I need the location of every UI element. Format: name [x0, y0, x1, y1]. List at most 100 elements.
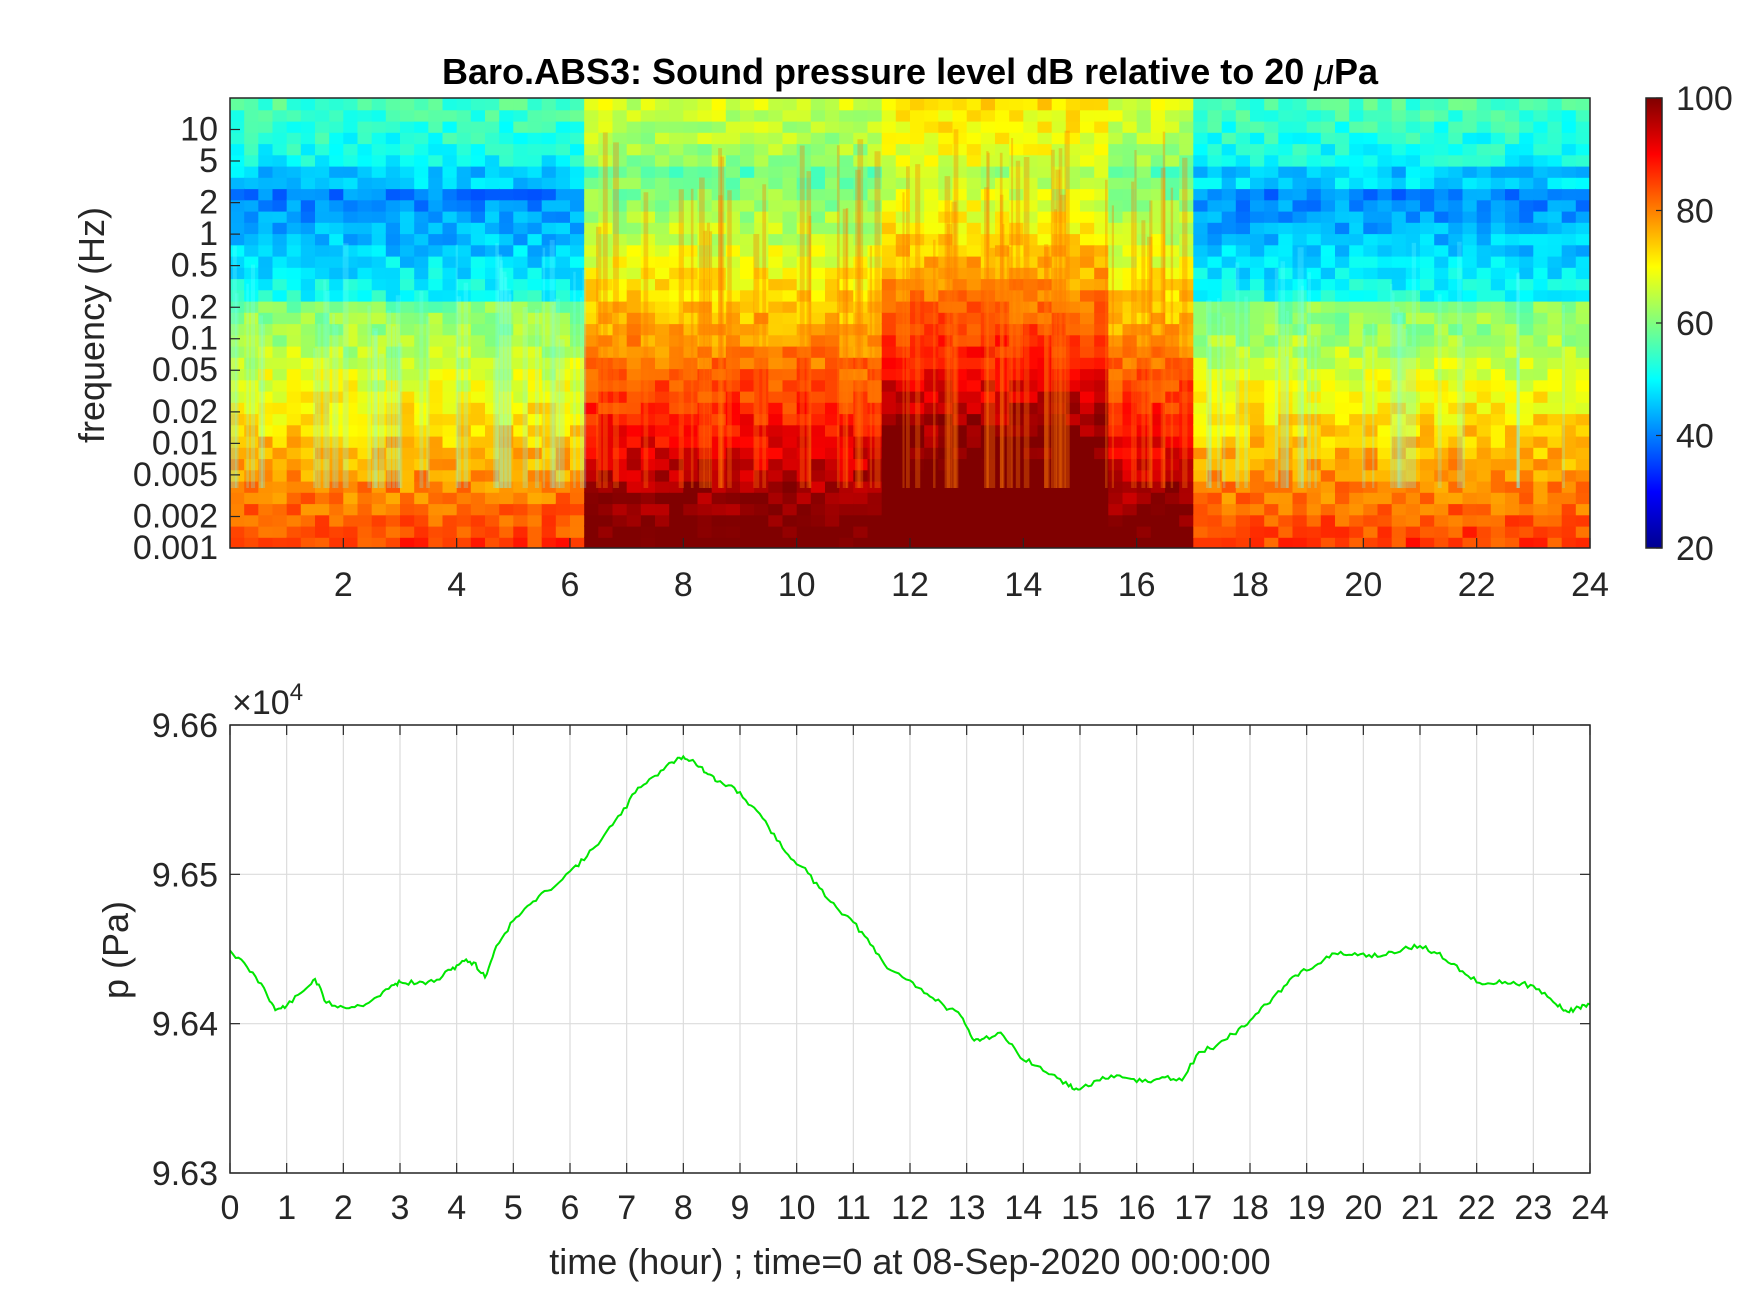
spectrogram-cell — [1533, 334, 1549, 347]
spectrogram-cell — [1207, 165, 1223, 178]
spectrogram-cell — [1221, 210, 1237, 223]
spectrogram-cell — [1108, 379, 1124, 392]
spectrogram-cell — [1505, 480, 1521, 493]
spectrogram-cell — [796, 514, 812, 527]
spectrogram-cell — [570, 446, 586, 460]
spectrogram-cell — [527, 165, 543, 178]
spectrogram-cell — [1037, 221, 1053, 235]
spectrogram-cell — [640, 514, 656, 527]
spectrogram-cell — [853, 143, 869, 156]
spectrogram-cell — [910, 536, 926, 548]
spectrogram-cell — [1434, 188, 1450, 201]
spectrogram-cell — [1221, 120, 1237, 133]
spectrogram-cell — [1363, 98, 1379, 111]
spectrogram-cell — [456, 199, 472, 212]
x-tick-label: 6 — [561, 1189, 580, 1227]
spectrogram-cell — [315, 289, 331, 302]
spectrogram-cell — [258, 323, 274, 336]
pressure-y-axis-label: p (Pa) — [95, 901, 136, 999]
spectrogram-cell — [966, 154, 982, 167]
spectrogram-cell — [1108, 233, 1124, 246]
spectrogram-cell — [1547, 188, 1563, 201]
spectrogram-cell — [315, 491, 331, 505]
spectrogram-cell — [1278, 165, 1294, 178]
spectrogram-cell — [1122, 491, 1138, 505]
spectrogram-cell — [315, 154, 331, 167]
spectrogram-cell — [414, 165, 430, 178]
spectrogram-cell — [1165, 311, 1181, 325]
spectrogram-cell — [1505, 98, 1521, 111]
spectrogram-cell — [1476, 480, 1492, 493]
spectrogram-cell — [952, 503, 968, 516]
spectrogram-cell — [1292, 176, 1308, 190]
spectrogram-cell — [796, 413, 812, 426]
spectrogram-cell — [655, 356, 671, 370]
spectrogram-cell — [938, 199, 954, 212]
spectrogram-cell — [1490, 98, 1506, 111]
spectrogram-cell — [1193, 154, 1209, 167]
spectrogram-cell — [966, 143, 982, 156]
spectrogram-cell — [697, 323, 713, 336]
spectrogram-cell — [1165, 176, 1181, 190]
spectrogram-cell — [442, 368, 458, 381]
spectrogram-cell — [1490, 255, 1506, 268]
spectrogram-cell — [839, 424, 855, 437]
spectrogram-cell — [1377, 176, 1393, 190]
spectrogram-cell — [1250, 131, 1266, 145]
spectrogram-cell — [1094, 244, 1110, 257]
spectrogram-cell — [1335, 514, 1351, 527]
spectrogram-cell — [697, 379, 713, 392]
spectrogram-cell — [315, 480, 331, 493]
spectrogram-cell — [470, 221, 486, 235]
spectrogram-cell — [1420, 98, 1436, 111]
spectrogram-cell — [825, 525, 841, 538]
spectrogram-cell — [1420, 311, 1436, 325]
spectrogram-cell — [1306, 345, 1322, 358]
spectrogram-cell — [1306, 514, 1322, 527]
spectrogram-cell — [1547, 379, 1563, 392]
spectrogram-cell — [853, 154, 869, 167]
spectrogram-cell — [414, 210, 430, 223]
spectrogram-cell — [1292, 143, 1308, 156]
spectrogram-cell — [1448, 446, 1464, 460]
spectrogram-cell — [655, 199, 671, 212]
spectrogram-cell — [1448, 221, 1464, 235]
spectrogram-cell — [1391, 536, 1407, 548]
spectrogram-cell — [1179, 165, 1195, 178]
spectrogram-cell — [1051, 334, 1067, 347]
spectrogram-cell — [1250, 109, 1266, 122]
spectrogram-cell — [711, 188, 727, 201]
spectrogram-cell — [1448, 143, 1464, 156]
spectrogram-cell — [1278, 525, 1294, 538]
spectrogram-cell — [612, 413, 628, 426]
spectrogram-cell — [1250, 278, 1266, 291]
spectrogram-cell — [612, 356, 628, 370]
spectrogram-cell — [839, 120, 855, 133]
spectrogram-cell — [1207, 98, 1223, 111]
spectrogram-cell — [1108, 424, 1124, 437]
spectrogram-cell — [655, 120, 671, 133]
spectrogram-cell — [1561, 435, 1577, 448]
spectrogram-cell — [754, 289, 770, 302]
spectrogram-cell — [1264, 480, 1280, 493]
spectrogram-cell — [1292, 244, 1308, 257]
spectrogram-cell — [541, 345, 557, 358]
spectrogram-cell — [428, 165, 444, 178]
spectrogram-cell — [725, 266, 741, 280]
spectrogram-cell — [371, 390, 387, 403]
spectrogram-cell — [1235, 109, 1251, 122]
spectrogram-cell — [343, 345, 359, 358]
spectrogram-cell — [1377, 221, 1393, 235]
spectrogram-cell — [1434, 154, 1450, 167]
spectrogram-cell — [513, 266, 529, 280]
spectrogram-cell — [938, 244, 954, 257]
spectrogram-cell — [1165, 503, 1181, 516]
spectrogram-cell — [966, 424, 982, 437]
spectrogram-cell — [385, 210, 401, 223]
spectrogram-cell — [1207, 458, 1223, 471]
spectrogram-cell — [315, 379, 331, 392]
spectrogram-cell — [1080, 199, 1096, 212]
spectrogram-cell — [683, 131, 699, 145]
spectrogram-cell — [966, 233, 982, 246]
spectrogram-cell — [853, 469, 869, 482]
